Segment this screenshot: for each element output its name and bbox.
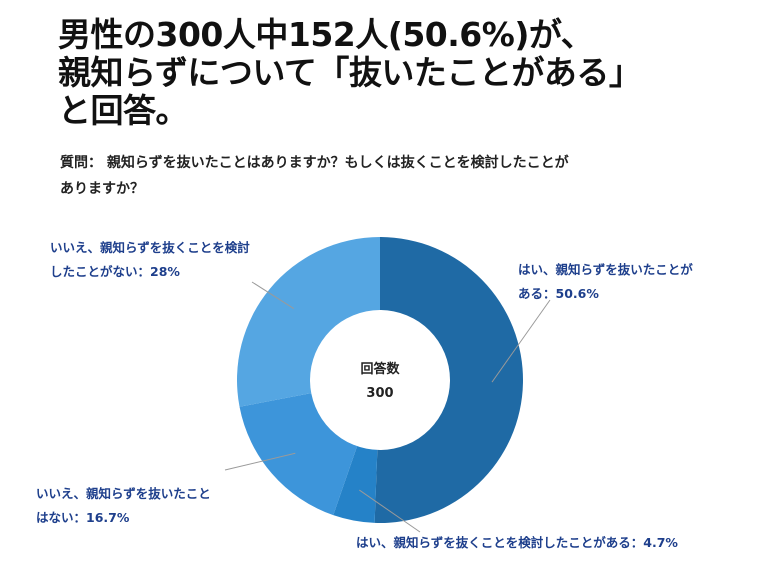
headline-line-2: 親知らずについて「抜いたことがある」 [58,53,642,92]
label-no-considered: いいえ、親知らずを抜くことを検討 したことがない：28% [50,240,250,279]
headline: 男性の300人中152人(50.6%)が、 親知らずについて「抜いたことがある」… [58,16,758,130]
headline-line-3: と回答。 [58,91,189,130]
headline-line-1: 男性の300人中152人(50.6%)が、 [58,15,594,54]
center-label: 回答数 [360,361,400,377]
leader-line-no-extracted [224,452,296,471]
question-line-2: ありますか？ [60,181,144,197]
leader-line-no-considered [251,281,294,310]
leader-line-yes-extracted [491,299,551,383]
center-value: 300 [366,386,393,401]
label-yes-extracted: はい、親知らずを抜いたことが ある：50.6% [518,262,693,301]
question-line-1: 質問： 親知らずを抜いたことはありますか？もしくは抜くことを検討したことが [60,155,569,171]
label-yes-considered: はい、親知らずを抜くことを検討したことがある：4.7% [356,535,678,550]
question-text: 質問： 親知らずを抜いたことはありますか？もしくは抜くことを検討したことが あり… [60,150,740,202]
label-no-extracted: いいえ、親知らずを抜いたこと はない：16.7% [36,486,211,525]
donut-hole [310,310,450,450]
leader-line-yes-considered [359,489,421,533]
